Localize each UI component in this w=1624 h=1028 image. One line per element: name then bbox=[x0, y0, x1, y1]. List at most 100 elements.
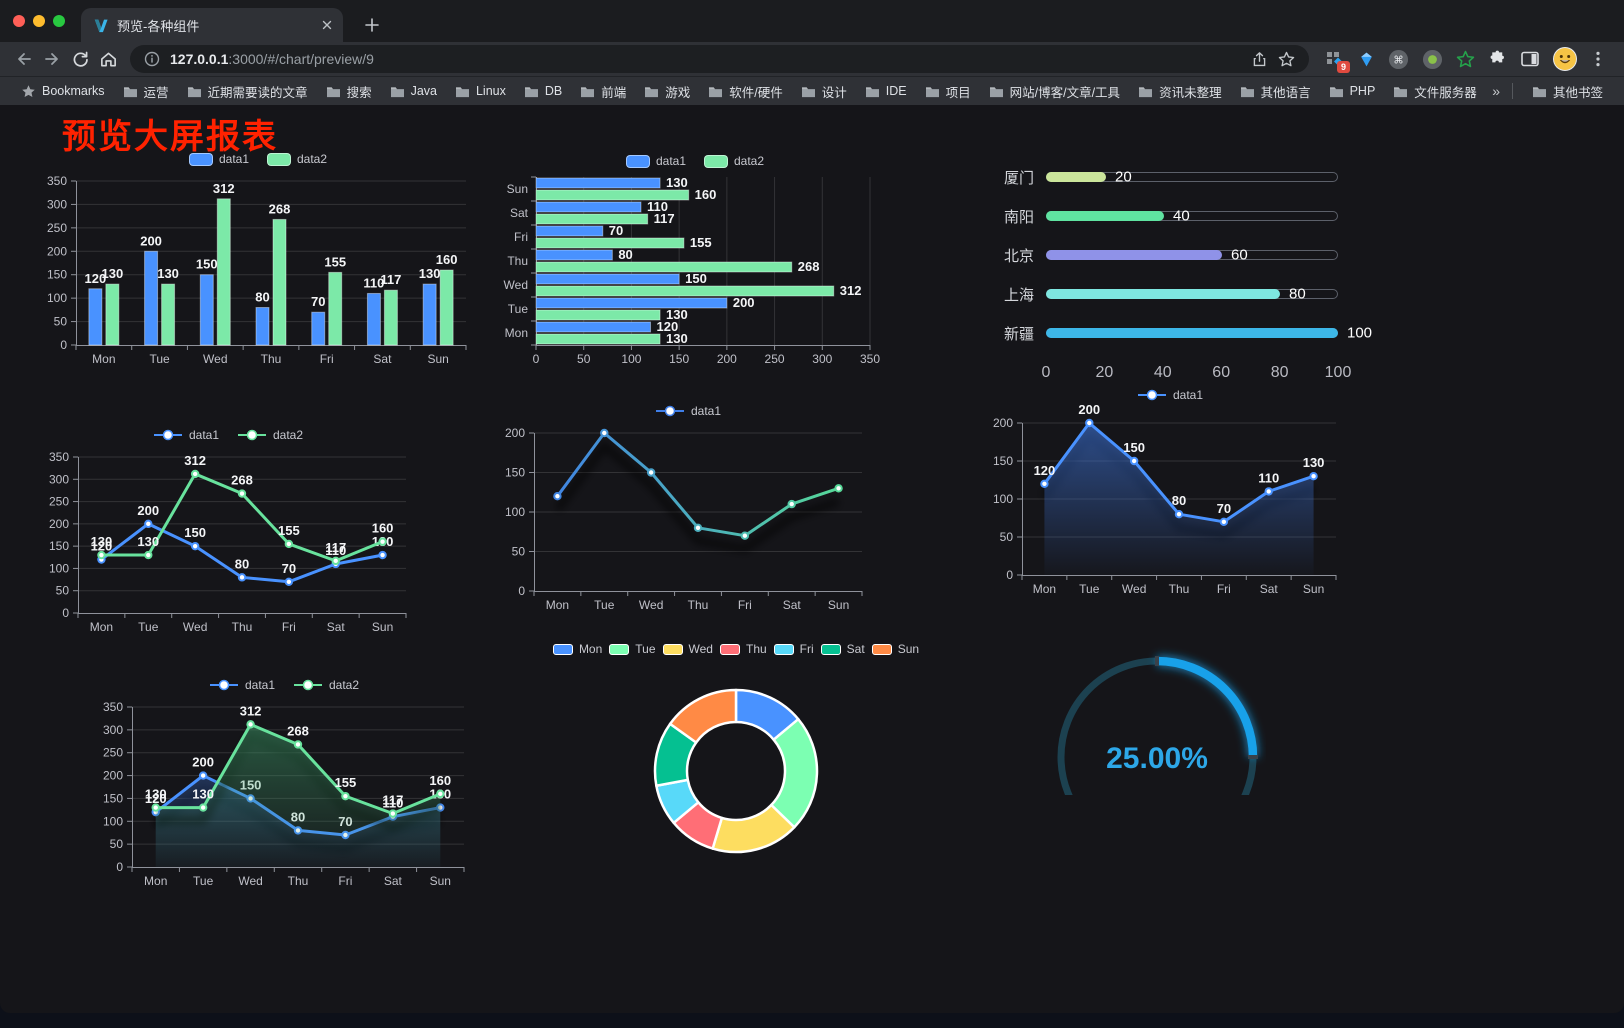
legend-item-data2[interactable]: data2 bbox=[704, 154, 764, 168]
legend-item-Tue[interactable]: Tue bbox=[609, 642, 656, 656]
svg-text:155: 155 bbox=[690, 235, 712, 250]
bookmark-folder[interactable]: 设计 bbox=[792, 82, 856, 101]
svg-text:160: 160 bbox=[436, 252, 458, 267]
legend-item-data2[interactable]: data2 bbox=[293, 678, 359, 692]
chart-gauge[interactable]: 25.00% bbox=[1048, 645, 1266, 869]
bookmark-folder[interactable]: 资讯未整理 bbox=[1129, 82, 1231, 101]
svg-text:Wed: Wed bbox=[238, 874, 262, 888]
svg-text:130: 130 bbox=[91, 534, 113, 549]
svg-text:155: 155 bbox=[278, 523, 300, 538]
share-icon[interactable] bbox=[1251, 51, 1268, 68]
chart-grouped-bar[interactable]: data1 data2 0 50 100 150 200 250 300 350 Mon Tue Wed… bbox=[40, 149, 476, 371]
svg-text:150: 150 bbox=[49, 539, 69, 553]
chart-progress-bars[interactable]: 厦门 20 南阳 40 北京 60 上海 80 新疆 100 0 20 40 60 80 100 bbox=[1000, 155, 1372, 395]
svg-text:312: 312 bbox=[840, 283, 862, 298]
bookmark-folder[interactable]: DB bbox=[515, 82, 571, 101]
bar-data1-Fri bbox=[311, 311, 326, 346]
forward-button[interactable] bbox=[38, 46, 66, 72]
svg-text:130: 130 bbox=[157, 266, 179, 281]
browser-tab[interactable]: 预览-各种组件 bbox=[81, 8, 343, 42]
bookmark-star-icon[interactable] bbox=[1278, 51, 1295, 68]
folder-icon bbox=[123, 86, 137, 97]
legend-item-Sun[interactable]: Sun bbox=[871, 642, 919, 656]
bookmark-folder[interactable]: Java bbox=[381, 82, 446, 101]
bookmark-folder[interactable]: 项目 bbox=[916, 82, 980, 101]
home-button[interactable] bbox=[94, 46, 122, 72]
legend-item-data1[interactable]: data1 bbox=[1137, 388, 1203, 402]
bookmarks-manager[interactable]: Bookmarks bbox=[12, 84, 114, 99]
svg-text:150: 150 bbox=[1123, 440, 1145, 455]
puzzle-icon[interactable] bbox=[1488, 50, 1507, 69]
legend-item-Fri[interactable]: Fri bbox=[773, 642, 814, 656]
window-minimize-button[interactable] bbox=[33, 15, 45, 27]
gem-icon[interactable] bbox=[1358, 51, 1375, 68]
progress-fill bbox=[1046, 211, 1164, 221]
chart-gradient-line[interactable]: data1 0 50 100 150 200 Mon Tue Wed Thu Fri Sat Sun bbox=[502, 401, 874, 615]
svg-text:0: 0 bbox=[116, 860, 123, 874]
bookmark-folder[interactable]: IDE bbox=[856, 82, 916, 101]
record-circle-icon[interactable] bbox=[1422, 49, 1443, 70]
svg-text:Sun: Sun bbox=[1303, 582, 1324, 596]
svg-text:Fri: Fri bbox=[282, 620, 296, 634]
progress-value: 60 bbox=[1231, 246, 1248, 264]
bookmark-folder[interactable]: PHP bbox=[1320, 82, 1385, 101]
bookmark-folder[interactable]: 近期需要读的文章 bbox=[178, 82, 317, 101]
other-bookmarks-folder[interactable]: 其他书签 bbox=[1523, 82, 1612, 101]
svg-text:Tue: Tue bbox=[508, 302, 529, 316]
chart-area-two-series[interactable]: data1 data2 0 50 100 150 200 250 300 350 Mon Tue Wed… bbox=[96, 675, 472, 893]
tab-close-icon[interactable] bbox=[321, 19, 333, 31]
chart-line-two-series[interactable]: data1 data2 0 50 100 150 200 250 300 350 Mon Tue Wed… bbox=[42, 425, 414, 639]
bar-data1-Tue bbox=[144, 250, 159, 346]
progress-value: 80 bbox=[1289, 285, 1306, 303]
chart-donut[interactable]: Mon Tue Wed Thu Fri Sat Sun bbox=[550, 639, 922, 873]
bookmark-folder[interactable]: 文件服务器 bbox=[1384, 82, 1486, 101]
browser-toolbar: 127.0.0.1:3000/#/chart/preview/9 9 ⌘ bbox=[0, 42, 1624, 76]
svg-text:Thu: Thu bbox=[688, 598, 709, 612]
legend-item-data1[interactable]: data1 bbox=[188, 152, 249, 166]
command-circle-icon[interactable]: ⌘ bbox=[1388, 49, 1409, 70]
new-tab-button[interactable] bbox=[357, 10, 387, 40]
address-bar[interactable]: 127.0.0.1:3000/#/chart/preview/9 bbox=[130, 45, 1309, 73]
legend-item-data2[interactable]: data2 bbox=[237, 428, 303, 442]
legend-item-data1[interactable]: data1 bbox=[209, 678, 275, 692]
bookmark-folder[interactable]: 网站/博客/文章/工具 bbox=[980, 82, 1129, 101]
svg-text:350: 350 bbox=[49, 450, 69, 464]
window-close-button[interactable] bbox=[13, 15, 25, 27]
svg-text:Mon: Mon bbox=[1033, 582, 1056, 596]
hbar-data2-Wed bbox=[535, 285, 835, 297]
bookmark-folder[interactable]: Linux bbox=[446, 82, 515, 101]
bookmark-folder[interactable]: 搜索 bbox=[317, 82, 381, 101]
chart-area-single[interactable]: data1 0 50 100 150 200 Mon Tue Wed Thu Fri Sat Sun 12… bbox=[990, 385, 1350, 599]
profile-avatar[interactable] bbox=[1553, 47, 1577, 71]
legend-item-Mon[interactable]: Mon bbox=[552, 642, 602, 656]
legend-item-data2[interactable]: data2 bbox=[267, 152, 327, 166]
svg-text:Mon: Mon bbox=[505, 326, 528, 340]
legend-item-data1[interactable]: data1 bbox=[655, 404, 721, 418]
back-button[interactable] bbox=[10, 46, 38, 72]
legend-item-data1[interactable]: data1 bbox=[153, 428, 219, 442]
extension-grid-diamond-icon[interactable]: 9 bbox=[1325, 49, 1350, 73]
svg-text:100: 100 bbox=[993, 492, 1013, 506]
page-info-icon[interactable] bbox=[144, 51, 160, 67]
legend-item-Wed[interactable]: Wed bbox=[662, 642, 713, 656]
tab-strip: 预览-各种组件 bbox=[0, 0, 1624, 42]
legend-item-Thu[interactable]: Thu bbox=[719, 642, 767, 656]
sidebar-toggle-icon[interactable] bbox=[1520, 49, 1540, 69]
legend-item-Sat[interactable]: Sat bbox=[820, 642, 865, 656]
hbar-data2-Mon bbox=[535, 333, 661, 345]
window-zoom-button[interactable] bbox=[53, 15, 65, 27]
chart-horizontal-bar[interactable]: data1 data2 0 50 100 150 200 250 300 350 Sun 130 160… bbox=[498, 151, 892, 369]
svg-text:70: 70 bbox=[609, 223, 623, 238]
url-text[interactable]: 127.0.0.1:3000/#/chart/preview/9 bbox=[170, 51, 374, 67]
bookmark-folder[interactable]: 软件/硬件 bbox=[699, 82, 791, 101]
bookmark-folder[interactable]: 游戏 bbox=[635, 82, 699, 101]
bookmark-folder[interactable]: 运营 bbox=[114, 82, 178, 101]
bookmark-folder[interactable]: 前端 bbox=[571, 82, 635, 101]
menu-kebab-icon[interactable] bbox=[1590, 50, 1606, 68]
bookmark-folder[interactable]: 其他语言 bbox=[1231, 82, 1320, 101]
legend-item-data1[interactable]: data1 bbox=[625, 154, 686, 168]
green-star-icon[interactable] bbox=[1456, 50, 1475, 69]
progress-row-1: 南阳 40 bbox=[1000, 208, 1372, 226]
bookmarks-overflow-chevron[interactable]: » bbox=[1492, 83, 1500, 99]
reload-button[interactable] bbox=[66, 46, 94, 72]
